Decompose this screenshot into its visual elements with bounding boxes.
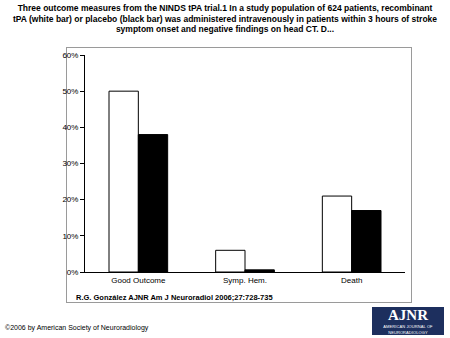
- html-text:AJNR: AJNR: [388, 307, 428, 323]
- svg-text:Good Outcome: Good Outcome: [111, 276, 166, 285]
- svg-text:Symp. Hem.: Symp. Hem.: [223, 276, 267, 285]
- html-text:AMERICAN JOURNAL OF NEURORADIO: AMERICAN JOURNAL OF NEURORADIOLOGY: [383, 324, 433, 335]
- svg-text:30%: 30%: [62, 159, 78, 168]
- html-text:Three outcome measures from th: Three outcome measures from the NINDS tP…: [12, 3, 438, 34]
- svg-text:50%: 50%: [62, 87, 78, 96]
- svg-text:10%: 10%: [62, 232, 78, 241]
- html-text:R.G. González AJNR Am J Neuror: R.G. González AJNR Am J Neuroradiol 2006…: [76, 293, 273, 302]
- html-text:©2006 by American Society of N: ©2006 by American Society of Neuroradiol…: [5, 324, 149, 331]
- svg-text:40%: 40%: [62, 123, 78, 132]
- svg-text:20%: 20%: [62, 195, 78, 204]
- svg-text:60%: 60%: [62, 51, 78, 60]
- svg-text:0%: 0%: [67, 268, 79, 277]
- svg-text:Death: Death: [341, 276, 362, 285]
